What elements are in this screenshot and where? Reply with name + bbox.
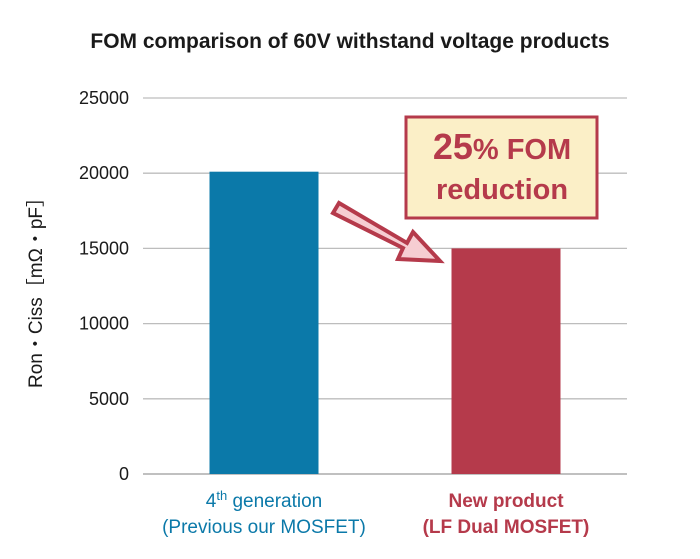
bars: [209, 171, 561, 475]
y-tick-label: 10000: [79, 314, 129, 334]
y-tick-label: 15000: [79, 238, 129, 258]
chart-title: FOM comparison of 60V withstand voltage …: [90, 30, 609, 53]
category-labels: 4th generation (Previous our MOSFET) New p…: [162, 488, 589, 539]
y-tick-labels: 0 5000 10000 15000 20000 25000: [79, 88, 129, 484]
y-tick-label: 5000: [89, 389, 129, 409]
category-label-line-2: (LF Dual MOSFET): [423, 517, 590, 538]
reduction-arrow: [330, 200, 445, 264]
callout-percent-value: 25: [433, 126, 473, 167]
category-label-line-1: 4th generation: [206, 488, 323, 513]
category-label-text: 4: [206, 491, 217, 512]
category-label-line-1: New product: [448, 491, 564, 512]
category-label-text: New product: [448, 491, 564, 512]
callout-line-1: 25% FOM: [433, 126, 571, 167]
callout-box: [404, 115, 599, 220]
category-label-text: generation: [227, 491, 322, 512]
category-label-superscript: th: [216, 488, 227, 503]
y-tick-label: 20000: [79, 163, 129, 183]
callout-percent-text: % FOM: [473, 134, 571, 166]
bar: [451, 248, 561, 474]
arrow-icon: [330, 200, 445, 264]
bar: [209, 171, 319, 475]
y-axis-label: Ron・Ciss［mΩ・pF］: [25, 188, 47, 388]
y-tick-label: 0: [119, 464, 129, 484]
fom-reduction-callout: 25% FOM reduction: [404, 115, 599, 220]
callout-line-2: reduction: [436, 174, 568, 206]
category-label-line-2: (Previous our MOSFET): [162, 517, 366, 538]
y-tick-label: 25000: [79, 88, 129, 108]
